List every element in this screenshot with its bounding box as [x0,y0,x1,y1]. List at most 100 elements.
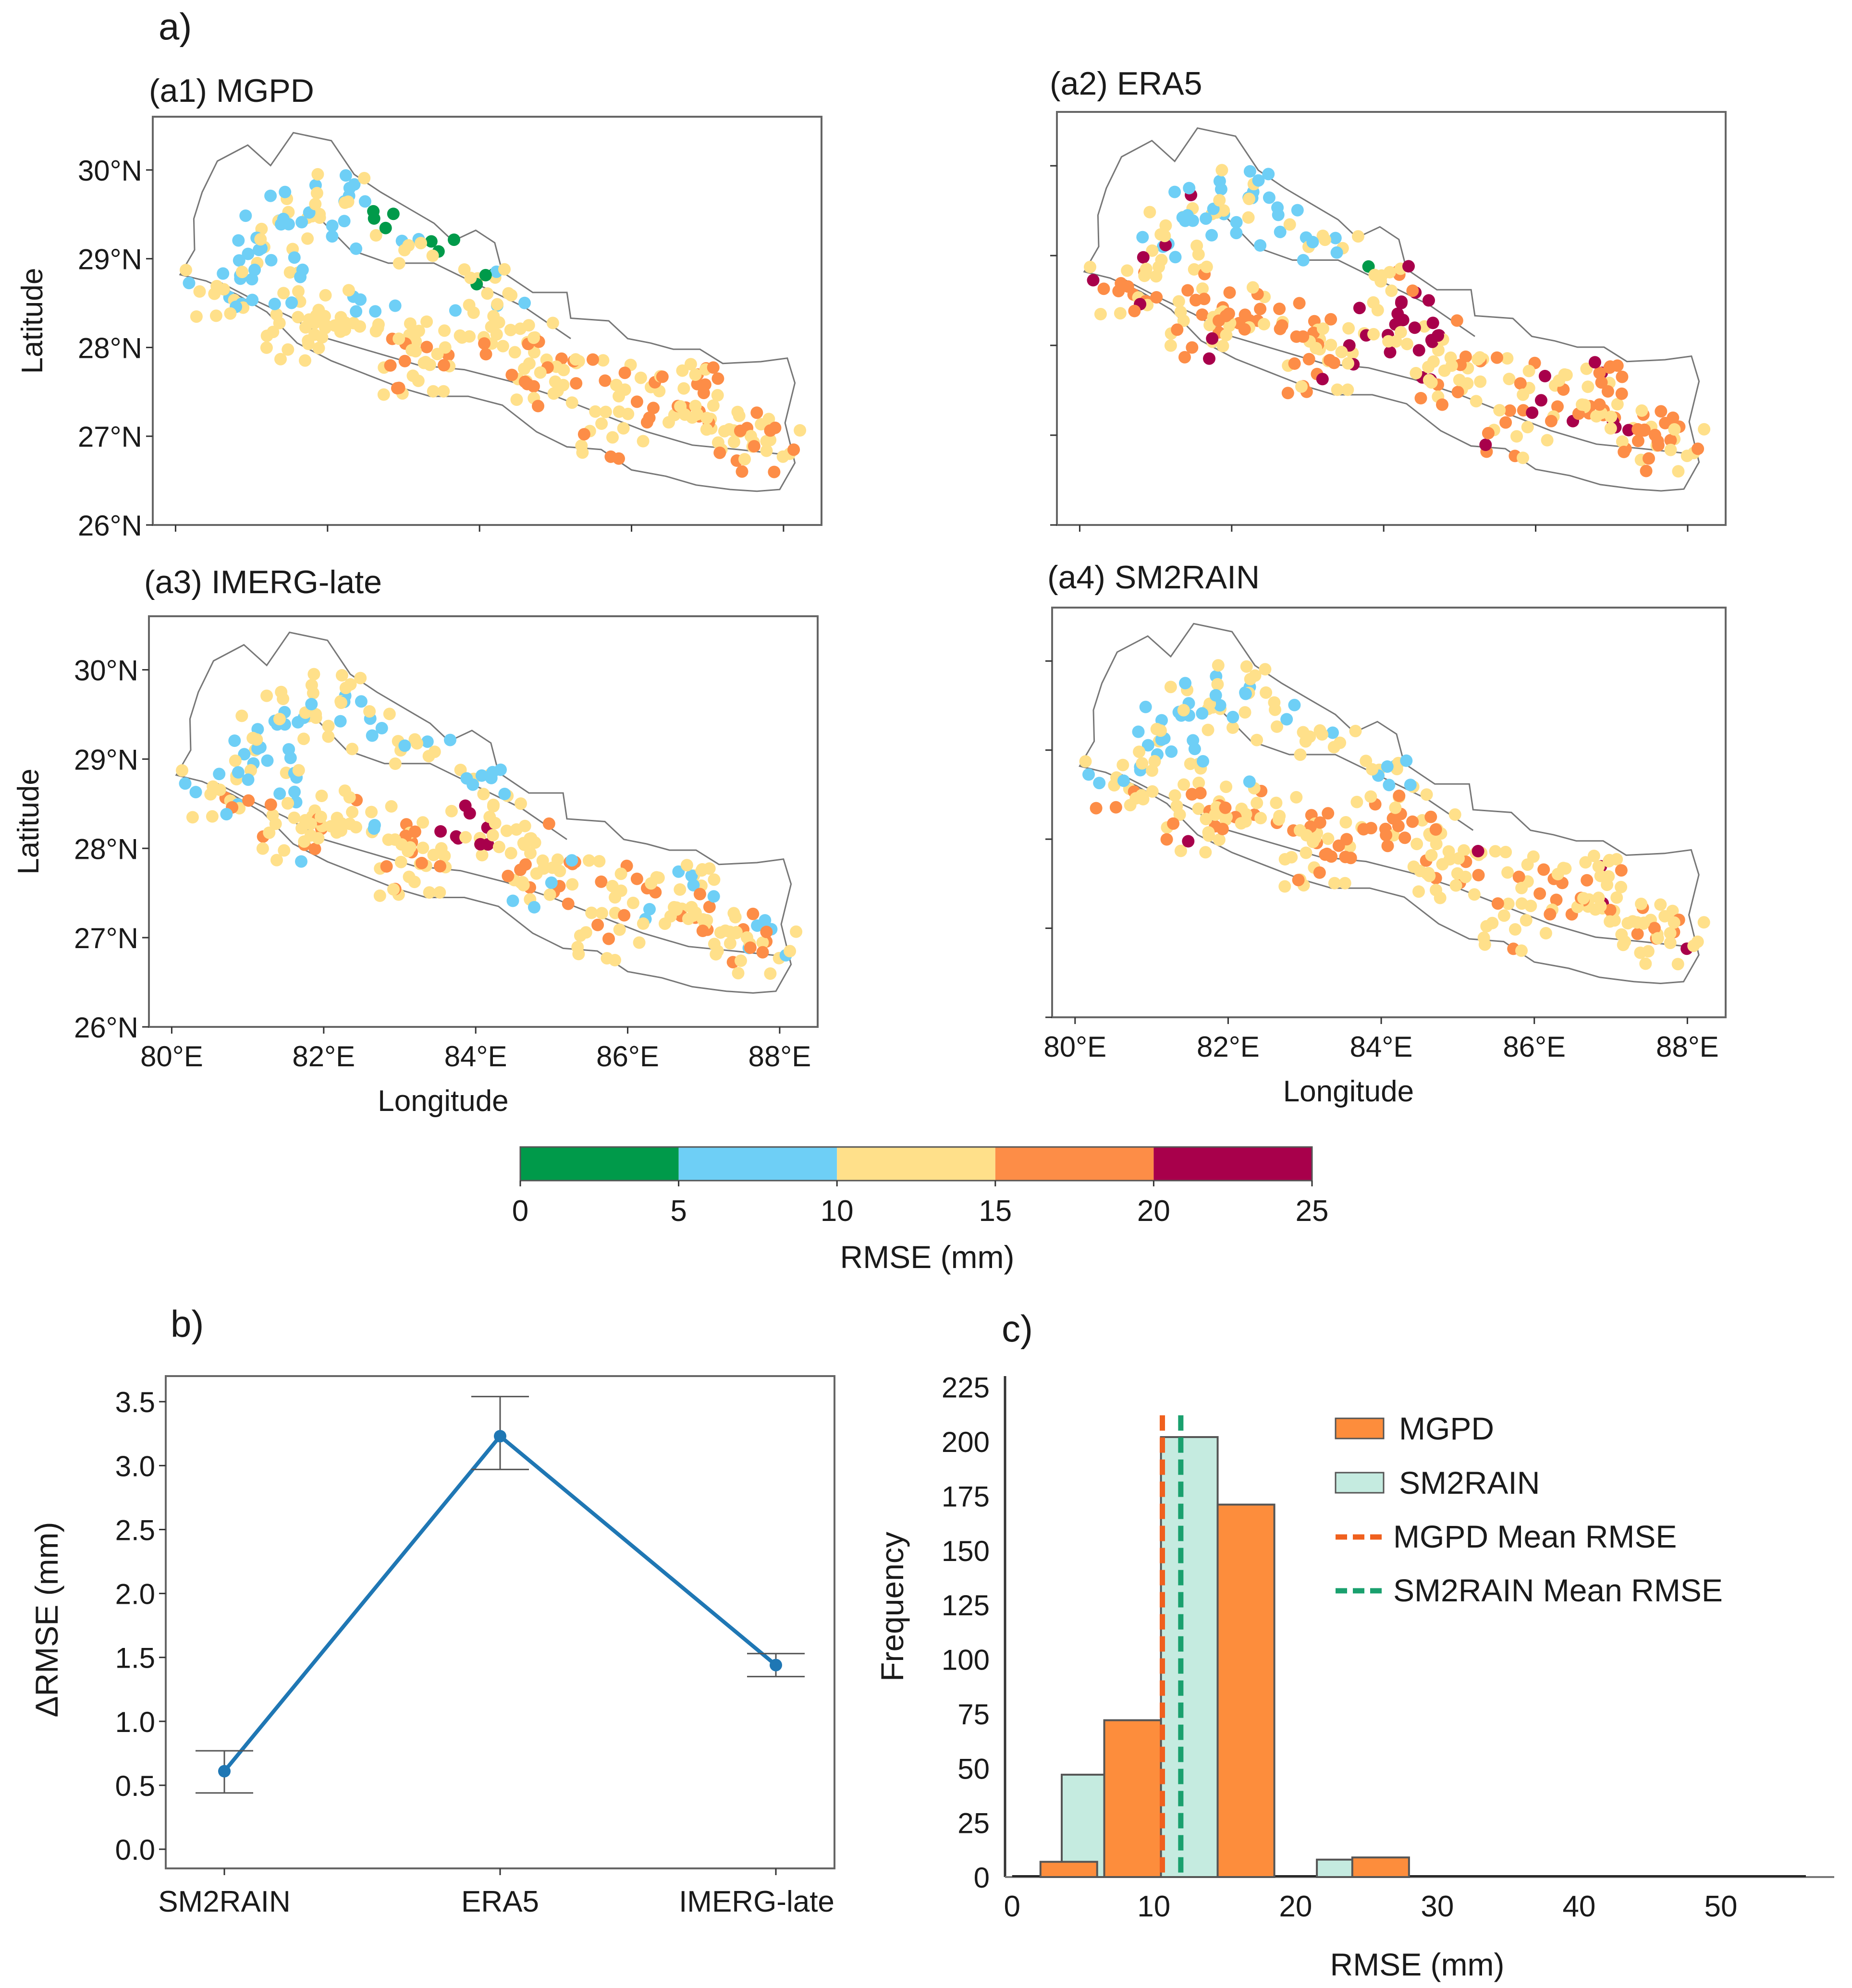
chart-b-ytick-label: 1.0 [115,1706,155,1738]
station-marker [677,382,690,395]
lat-tick-label: 30°N [78,155,142,187]
legend-label: MGPD [1399,1411,1494,1446]
chart-b-ytick-label: 0.5 [115,1770,155,1802]
chart-c-xlabel: RMSE (mm) [1330,1947,1505,1982]
station-marker [549,375,562,388]
station-marker [1615,928,1628,941]
station-marker [684,358,697,371]
station-marker [1668,423,1681,436]
station-marker [1499,846,1512,858]
station-marker [1173,808,1186,821]
station-marker [1383,266,1396,279]
station-marker [1288,698,1301,711]
lon-tick-label: 80°E [140,1040,203,1073]
station-marker [412,374,425,387]
station-marker [606,431,619,444]
station-marker [1423,374,1435,387]
station-marker [1664,927,1677,939]
station-marker [377,388,390,401]
station-marker [1631,435,1644,447]
station-marker [566,878,579,891]
station-marker [1402,260,1415,273]
station-marker [314,810,327,823]
station-marker [338,784,351,797]
station-marker [1611,359,1624,372]
station-marker [747,907,760,920]
station-marker [1550,893,1563,906]
station-marker [1364,822,1377,835]
station-marker [523,357,536,370]
station-marker [1353,302,1366,315]
station-marker [1615,387,1628,400]
station-marker [368,822,380,835]
station-marker [1297,330,1310,343]
station-marker [498,263,511,276]
station-marker [1404,779,1417,792]
station-marker [292,716,305,729]
station-marker [524,832,536,845]
colorbar-segment [995,1147,1154,1181]
station-marker [402,239,415,252]
station-marker [316,331,329,344]
station-marker [448,233,460,246]
station-marker [756,946,769,959]
station-marker [656,370,669,383]
station-marker [419,355,432,368]
station-marker [1303,730,1316,743]
station-marker [518,296,531,309]
station-marker [1499,416,1512,429]
station-marker [1146,785,1159,798]
station-marker [1164,681,1177,694]
station-marker [569,353,582,366]
station-marker [1213,194,1226,207]
station-marker [724,937,736,950]
station-marker [380,860,393,873]
station-marker [275,685,288,698]
station-marker [1165,745,1178,758]
station-marker [1300,846,1312,859]
station-marker [1408,321,1421,334]
station-marker [1588,356,1601,369]
station-marker [438,359,450,372]
station-marker [387,207,400,220]
station-marker [1412,885,1425,898]
station-marker [542,817,555,830]
station-marker [1158,230,1171,243]
station-marker [295,855,307,868]
station-marker [335,669,348,682]
station-marker [233,254,245,267]
label-c: c) [1002,1307,1033,1350]
station-marker [179,777,192,790]
station-marker [1121,280,1134,293]
chart-c-ytick-label: 50 [957,1753,990,1785]
station-marker [1393,789,1406,802]
station-marker [1587,850,1600,862]
station-marker [434,860,446,873]
station-marker [479,268,492,281]
station-marker [1672,465,1685,478]
station-marker [1143,206,1156,219]
station-marker [1203,352,1215,365]
station-marker [245,273,258,286]
station-marker [790,925,803,938]
chart-c-ytick-label: 150 [942,1535,990,1567]
station-marker [425,235,438,248]
station-marker [1182,835,1195,848]
station-marker [1169,251,1182,264]
station-marker [1294,748,1307,761]
colorbar-segment [837,1147,995,1181]
station-marker [213,768,226,781]
station-marker [595,907,608,920]
colorbar-segment [1153,1147,1312,1181]
station-marker [1146,244,1159,257]
station-marker [463,299,476,312]
station-marker [1639,957,1652,970]
station-marker [344,678,357,691]
station-marker [1350,795,1363,808]
station-marker [1316,373,1329,386]
chart-c-xtick-label: 50 [1704,1890,1737,1923]
rmse-colorbar: RMSE (mm) 0 5 10 15 20 25 [512,1146,1328,1275]
station-marker [392,257,405,270]
station-marker [626,896,639,909]
station-marker [423,886,436,899]
